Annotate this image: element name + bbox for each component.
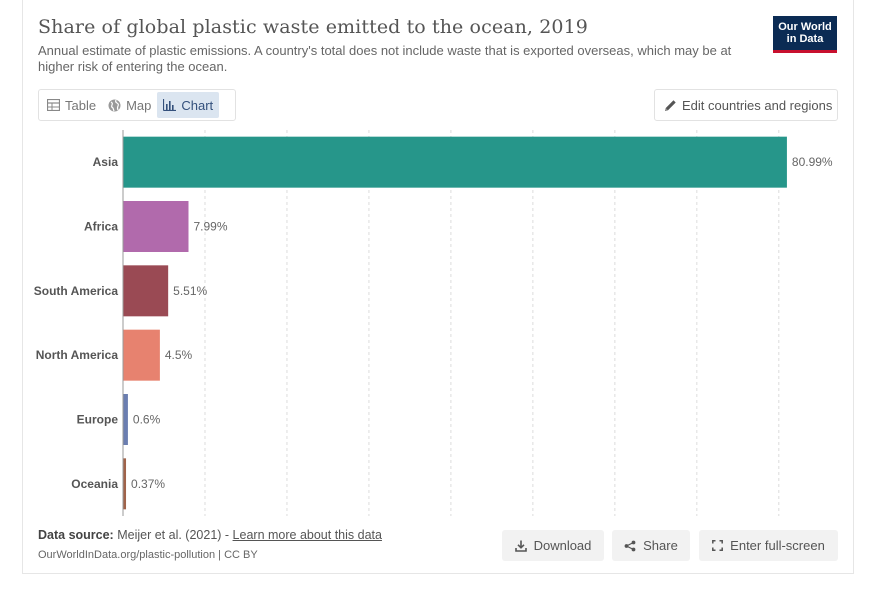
tab-map[interactable]: Map [102, 92, 157, 118]
expand-icon [712, 540, 724, 551]
fullscreen-button[interactable]: Enter full-screen [699, 530, 838, 561]
tab-chart[interactable]: Chart [157, 92, 220, 118]
source-url[interactable]: OurWorldInData.org/plastic-pollution | C… [38, 549, 258, 561]
category-label: North America [36, 348, 119, 362]
tab-chart-label: Chart [181, 97, 214, 113]
download-label: Download [533, 538, 592, 553]
share-button[interactable]: Share [612, 530, 690, 561]
value-label: 5.51% [173, 284, 207, 298]
chart-subtitle: Annual estimate of plastic emissions. A … [38, 43, 732, 74]
download-button[interactable]: Download [502, 530, 604, 561]
learn-more-link[interactable]: Learn more about this data [232, 528, 382, 542]
data-source-text: Meijer et al. (2021) - [117, 528, 233, 542]
fullscreen-label: Enter full-screen [730, 538, 825, 553]
value-label: 4.5% [165, 348, 193, 362]
category-label: Asia [93, 155, 119, 169]
share-icon [624, 540, 636, 551]
pencil-icon [665, 99, 676, 111]
logo-line-2: in Data [786, 33, 824, 45]
value-label: 0.6% [133, 413, 161, 427]
tab-map-label: Map [126, 97, 152, 113]
view-tabs: Table Map Chart [38, 89, 236, 121]
logo-line-1: Our World [778, 21, 832, 33]
category-label: Europe [77, 413, 119, 427]
edit-countries-button[interactable]: Edit countries and regions [654, 89, 838, 121]
value-label: 0.37% [131, 477, 165, 491]
share-label: Share [643, 538, 678, 553]
globe-icon [108, 99, 121, 111]
bar-chart: Asia 80.99% Africa 7.99% South America 5.51% N… [34, 130, 833, 516]
bar-africa[interactable] [123, 201, 189, 252]
bar-europe[interactable] [123, 394, 128, 445]
category-label: Africa [84, 220, 118, 234]
category-label: South America [34, 284, 119, 298]
value-label: 80.99% [792, 155, 833, 169]
bar-chart-icon [163, 99, 177, 111]
tab-table-label: Table [65, 97, 97, 113]
table-icon [47, 99, 60, 111]
value-label: 7.99% [193, 220, 227, 234]
owid-logo[interactable]: Our World in Data [773, 16, 837, 53]
category-label: Oceania [71, 477, 118, 491]
download-icon [514, 540, 527, 552]
tab-table[interactable]: Table [41, 92, 102, 118]
bar-north-america[interactable] [123, 329, 160, 381]
bar-south-america[interactable] [123, 265, 169, 317]
data-source: Data source: Meijer et al. (2021) - Lear… [38, 528, 382, 542]
edit-countries-label: Edit countries and regions [682, 97, 833, 113]
data-source-label: Data source: [38, 528, 114, 542]
chart-title: Share of global plastic waste emitted to… [38, 16, 588, 38]
bar-asia[interactable] [123, 136, 787, 188]
bar-oceania[interactable] [123, 458, 127, 510]
